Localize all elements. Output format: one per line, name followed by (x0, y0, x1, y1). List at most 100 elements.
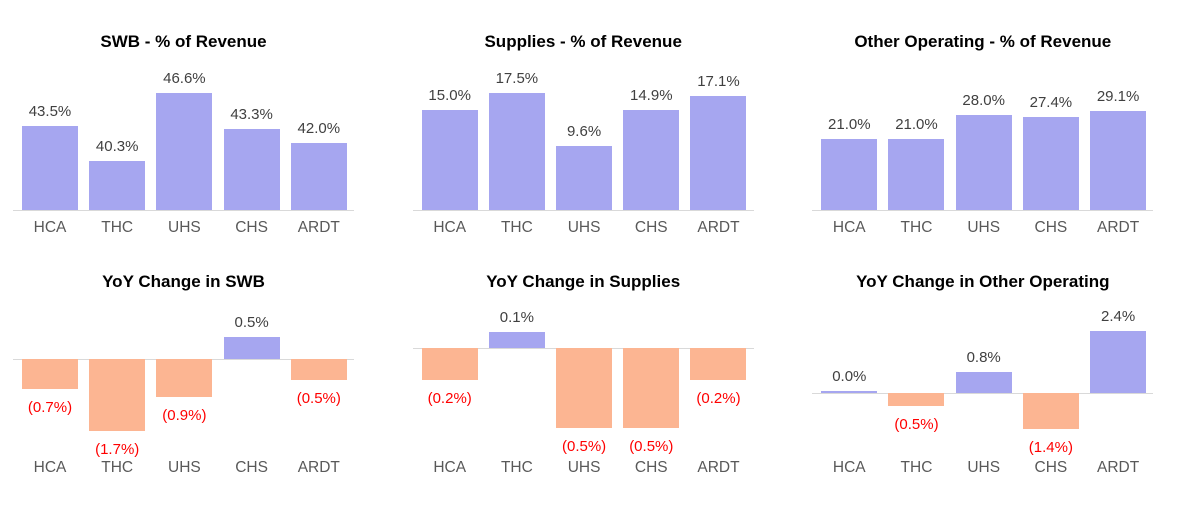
value-label-hca: (0.7%) (27, 398, 73, 416)
bar-chs (1022, 117, 1079, 210)
value-label-chs: 14.9% (630, 87, 673, 105)
x-axis-line (13, 210, 354, 211)
x-axis-line (412, 210, 754, 211)
bar-thc (888, 138, 945, 210)
chart-title: SWB - % of Revenue (100, 32, 267, 51)
value-label-ardt: 42.0% (297, 119, 341, 137)
value-label-hca: 15.0% (428, 86, 471, 104)
x-tick-thc: THC (900, 219, 933, 236)
x-tick-chs: CHS (634, 459, 668, 476)
plot-area: (0.2%) HCA 0.1% THC (0.5%) UHS (0.5%) CHS (0.2%)… (394, 254, 788, 508)
value-label-uhs: 46.6% (163, 69, 206, 87)
bar-ardt (1090, 331, 1147, 393)
x-tick-thc: THC (500, 219, 533, 236)
bar-thc (888, 392, 945, 406)
x-tick-uhs: UHS (567, 459, 601, 476)
value-label-ardt: (0.5%) (296, 390, 341, 407)
bar-ardt (290, 358, 347, 380)
value-label-uhs: (0.5%) (561, 438, 607, 455)
bar-hca (421, 348, 478, 380)
chart-swb-pct-of-revenue: SWB - % of Revenue 43.5% HCA 40.3% THC 46.6%… (0, 0, 394, 254)
bar-hca (821, 391, 878, 393)
chart-title: YoY Change in Supplies (486, 272, 681, 291)
value-label-thc: 17.5% (495, 70, 539, 87)
chart-title: Supplies - % of Revenue (484, 32, 682, 51)
chart-yoy-change-supplies: YoY Change in Supplies (0.2%) HCA 0.1% THC(… (394, 254, 788, 508)
bar-uhs (156, 358, 213, 398)
x-tick-thc: THC (900, 459, 933, 476)
x-tick-hca: HCA (433, 219, 467, 236)
value-label-chs: 43.3% (230, 105, 273, 123)
chart-supplies-pct-of-revenue: Supplies - % of Revenue 15.0% HCA 17.5% THC… (394, 0, 788, 254)
x-tick-thc: THC (101, 459, 134, 476)
value-label-ardt: 17.1% (697, 72, 740, 90)
x-tick-ardt: ARDT (297, 459, 340, 476)
value-label-thc: 0.1% (499, 309, 534, 326)
bar-uhs (556, 145, 613, 210)
x-tick-uhs: UHS (168, 459, 201, 476)
bar-thc (89, 161, 146, 210)
bar-ardt (690, 95, 747, 210)
x-axis-line (812, 210, 1154, 211)
x-tick-chs: CHS (634, 219, 668, 236)
x-tick-uhs: UHS (567, 219, 601, 236)
value-label-chs: 0.5% (234, 314, 269, 332)
x-tick-ardt: ARDT (297, 219, 340, 236)
x-tick-chs: CHS (235, 459, 268, 476)
x-tick-hca: HCA (33, 459, 67, 476)
x-tick-hca: HCA (433, 459, 467, 476)
chart-yoy-change-other-operating: YoY Change in Other Operating 0.0% HCA (0.… (787, 254, 1181, 508)
value-label-hca: 0.0% (832, 368, 867, 386)
x-tick-uhs: UHS (967, 219, 1001, 236)
value-label-chs: 27.4% (1029, 94, 1073, 112)
value-label-thc: (0.5%) (894, 415, 939, 433)
bar-hca (22, 358, 78, 389)
chart-title: YoY Change in Other Operating (856, 272, 1110, 291)
x-tick-chs: CHS (1034, 219, 1068, 236)
plot-area: 0.0% HCA (0.5%) THC 0.8% UHS (1.4%) CHS 2.4% ARDT (787, 254, 1181, 508)
bar-thc (488, 332, 545, 348)
x-tick-ardt: ARDT (1096, 219, 1140, 236)
bar-chs (223, 337, 280, 359)
x-tick-hca: HCA (832, 459, 866, 476)
x-tick-thc: THC (500, 459, 533, 476)
bar-chs (623, 110, 680, 210)
x-tick-ardt: ARDT (697, 459, 740, 476)
bar-chs (623, 348, 680, 428)
x-tick-chs: CHS (1034, 459, 1068, 476)
bar-uhs (955, 115, 1012, 210)
x-tick-uhs: UHS (168, 219, 201, 236)
bar-hca (22, 126, 78, 210)
bar-uhs (156, 92, 213, 210)
x-tick-thc: THC (101, 219, 134, 236)
bar-thc (488, 93, 545, 210)
x-tick-hca: HCA (33, 219, 67, 236)
bar-uhs (955, 372, 1012, 393)
x-tick-ardt: ARDT (1096, 459, 1140, 476)
bar-chs (223, 128, 280, 210)
value-label-ardt: (0.2%) (696, 390, 741, 407)
plot-area: 15.0% HCA 17.5% THC 9.6% UHS 14.9% CHS 17.1% ARDT (394, 0, 788, 254)
value-label-chs: (0.5%) (629, 438, 674, 455)
x-tick-chs: CHS (235, 219, 268, 236)
chart-other-operating-pct-of-revenue: Other Operating - % of Revenue 21.0% HCA 2… (787, 0, 1181, 254)
value-label-uhs: 9.6% (566, 122, 602, 140)
x-tick-hca: HCA (832, 219, 866, 236)
bar-chs (1022, 392, 1079, 429)
plot-area: 43.5% HCA 40.3% THC 46.6% UHS 43.3% CHS 42.0% ARD… (0, 0, 394, 254)
bar-ardt (690, 348, 747, 380)
bar-hca (821, 138, 878, 210)
value-label-thc: (1.7%) (95, 441, 140, 459)
bar-ardt (290, 142, 347, 210)
value-label-ardt: 29.1% (1096, 88, 1140, 106)
value-label-thc: 21.0% (895, 115, 938, 133)
x-tick-uhs: UHS (967, 459, 1001, 476)
value-label-uhs: 28.0% (962, 92, 1005, 110)
value-label-ardt: 2.4% (1100, 308, 1136, 326)
value-label-hca: (0.2%) (427, 390, 472, 407)
plot-area: (0.7%) HCA (1.7%) THC (0.9%) UHS 0.5% CHS (0.5%)… (0, 254, 394, 508)
value-label-hca: 43.5% (28, 103, 72, 121)
chart-yoy-change-swb: YoY Change in SWB (0.7%) HCA (1.7%) THC (0.9… (0, 254, 394, 508)
value-label-chs: (1.4%) (1028, 438, 1073, 456)
value-label-hca: 21.0% (828, 115, 871, 133)
